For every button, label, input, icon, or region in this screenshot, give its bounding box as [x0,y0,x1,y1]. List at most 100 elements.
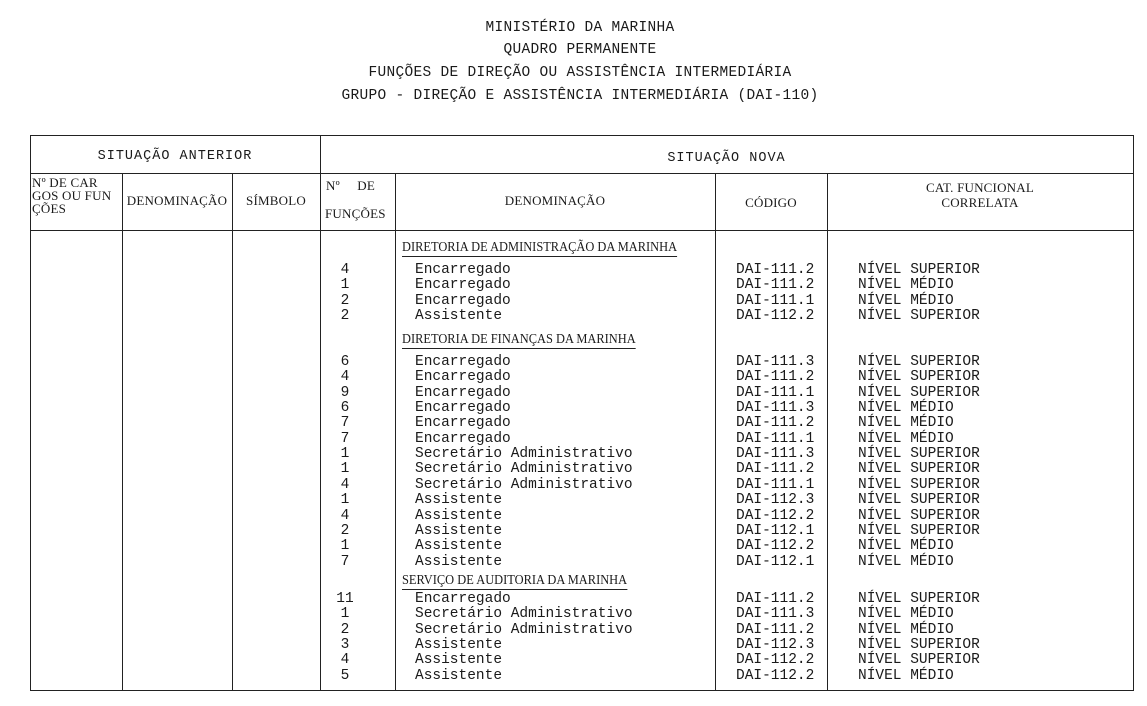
row-categoria: NÍVEL SUPERIOR [858,354,980,370]
row-codigo: DAI-111.2 [736,277,815,294]
row-num-funcoes: 7 [340,415,350,432]
row-num-funcoes: 5 [340,667,350,684]
header-num-funcoes-line: FUNÇÕES [325,206,386,221]
row-codigo: DAI-112.2 [736,652,815,669]
header-num-cargos-line: Nº DE CAR [32,175,98,190]
row-denominacao: Encarregado [415,400,511,417]
col-divider [715,173,716,691]
row-categoria: NÍVEL SUPERIOR [858,637,980,654]
row-denominacao: Assistente [415,538,503,555]
col-divider [395,173,396,691]
header-num-funcoes: Nº DE FUNÇÕES [322,178,394,222]
row-categoria: NÍVEL SUPERIOR [858,591,980,607]
row-denominacao: Encarregado [415,292,511,309]
row-denominacao: Secretário Administrativo [415,621,633,638]
row-categoria: NÍVEL SUPERIOR [858,492,980,509]
row-denominacao: Assistente [415,652,503,669]
row-denominacao: Assistente [415,522,503,539]
row-denominacao: Encarregado [415,369,511,386]
row-categoria: NÍVEL MÉDIO [858,415,954,432]
row-num-funcoes: 9 [340,384,350,401]
row-num-funcoes: 4 [340,262,350,278]
header-situacao-anterior: SITUAÇÃO ANTERIOR [97,149,253,164]
row-denominacao: Secretário Administrativo [415,461,633,478]
row-categoria: NÍVEL SUPERIOR [858,369,980,386]
row-denominacao: Assistente [415,308,503,325]
row-codigo: DAI-111.1 [736,292,815,309]
header-situacao-nova: SITUAÇÃO NOVA [667,151,786,166]
header-num-cargos-line: GOS OU FUN [32,188,112,203]
row-num-funcoes: 7 [340,553,350,570]
row-denominacao: Encarregado [415,277,511,294]
section-title: DIRETORIA DE FINANÇAS DA MARINHA [402,331,636,349]
header-denominacao: DENOMINAÇÃO [504,193,606,208]
row-categoria: NÍVEL MÉDIO [858,292,954,309]
row-denominacao: Assistente [415,553,503,570]
row-denominacao: Encarregado [415,430,511,447]
row-denominacao: Assistente [415,667,503,684]
row-num-funcoes: 4 [340,652,350,669]
row-denominacao: Assistente [415,637,503,654]
row-denominacao: Secretário Administrativo [415,446,633,463]
table-border-left [30,135,31,691]
row-categoria: NÍVEL MÉDIO [858,538,954,555]
row-denominacao: Encarregado [415,415,511,432]
table-border-right [1133,135,1134,691]
row-num-funcoes: 3 [340,637,350,654]
row-categoria: NÍVEL MÉDIO [858,277,954,294]
row-categoria: NÍVEL MÉDIO [858,606,954,623]
header-num-cargos-line: ÇÕES [32,201,67,216]
row-num-funcoes: 2 [340,621,350,638]
col-divider [122,173,123,691]
row-categoria: NÍVEL SUPERIOR [858,308,980,325]
row-num-funcoes: 2 [340,308,350,325]
row-num-funcoes: 4 [340,369,350,386]
row-codigo: DAI-111.3 [736,400,815,417]
header-cat-line: CAT. FUNCIONAL [925,180,1034,195]
row-denominacao: Encarregado [415,262,511,278]
doc-title-quadro: QUADRO PERMANENTE [503,42,657,58]
row-codigo: DAI-111.2 [736,369,815,386]
header-denominacao-anterior: DENOMINAÇÃO [126,193,228,208]
header-divider [30,173,1134,174]
doc-title-grupo: GRUPO - DIREÇÃO E ASSISTÊNCIA INTERMEDIÁ… [341,88,819,104]
header-simbolo: SÍMBOLO [246,193,306,208]
row-codigo: DAI-112.2 [736,667,815,684]
row-categoria: NÍVEL MÉDIO [858,430,954,447]
doc-title-ministry: MINISTÉRIO DA MARINHA [485,20,675,36]
row-num-funcoes: 1 [340,461,350,478]
section-title: DIRETORIA DE ADMINISTRAÇÃO DA MARINHA [402,239,678,257]
row-denominacao: Assistente [415,492,503,509]
row-codigo: DAI-111.1 [736,430,815,447]
table-border-bottom [30,690,1134,691]
row-categoria: NÍVEL SUPERIOR [858,384,980,401]
row-num-funcoes: 11 [336,591,354,607]
row-codigo: DAI-111.3 [736,606,815,623]
col-divider [232,173,233,691]
row-num-funcoes: 6 [340,354,350,370]
row-codigo: DAI-111.2 [736,461,815,478]
row-num-funcoes: 1 [340,446,350,463]
row-codigo: DAI-111.3 [736,354,815,370]
row-denominacao: Encarregado [415,591,511,607]
row-codigo: DAI-111.2 [736,591,815,607]
row-categoria: NÍVEL MÉDIO [858,667,954,684]
table-border-top [30,135,1134,136]
row-codigo: DAI-111.1 [736,384,815,401]
row-denominacao: Assistente [415,507,503,524]
row-categoria: NÍVEL MÉDIO [858,553,954,570]
header-cat-funcional: CAT. FUNCIONAL CORRELATA [827,180,1133,210]
row-codigo: DAI-111.3 [736,446,815,463]
col-divider [827,173,828,691]
header-cat-line: CORRELATA [941,195,1019,210]
row-denominacao: Secretário Administrativo [415,606,633,623]
row-categoria: NÍVEL MÉDIO [858,400,954,417]
row-codigo: DAI-112.2 [736,507,815,524]
row-num-funcoes: 1 [340,492,350,509]
section-title: SERVIÇO DE AUDITORIA DA MARINHA [402,572,628,590]
row-codigo: DAI-112.3 [736,492,815,509]
row-codigo: DAI-112.1 [736,553,815,570]
row-denominacao: Encarregado [415,384,511,401]
row-codigo: DAI-112.1 [736,522,815,539]
header-num-cargos: Nº DE CAR GOS OU FUN ÇÕES [32,176,120,215]
